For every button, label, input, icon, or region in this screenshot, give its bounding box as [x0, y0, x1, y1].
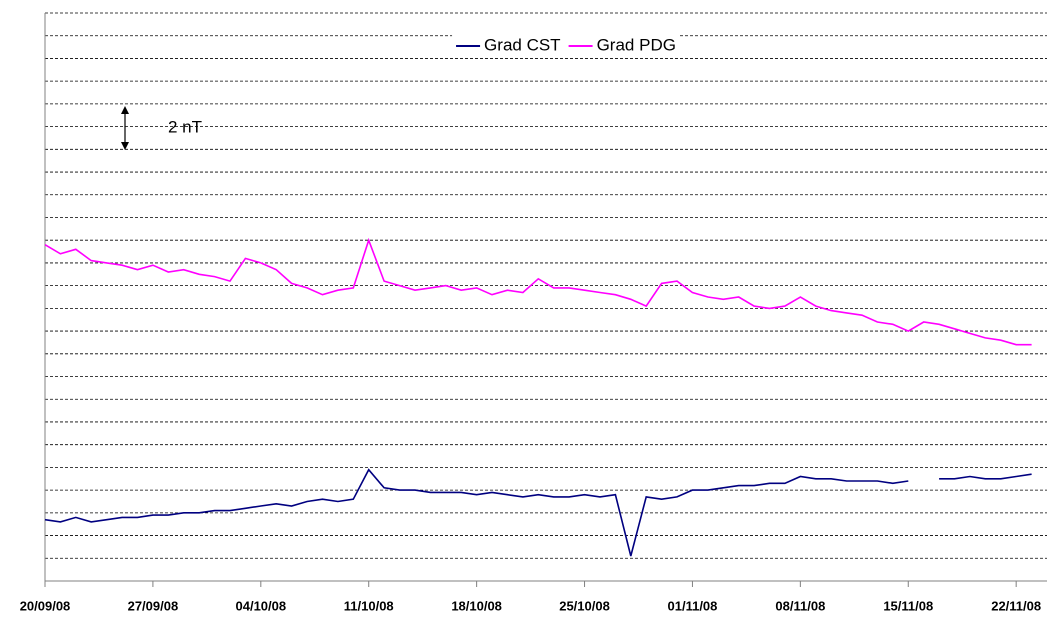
grid	[45, 12, 1047, 582]
legend: Grad CST Grad PDG	[452, 34, 680, 58]
x-tick-label: 22/11/08	[991, 598, 1041, 613]
x-tick-label: 27/09/08	[128, 598, 179, 613]
x-tick-label: 18/10/08	[451, 598, 502, 613]
legend-label: Grad PDG	[597, 35, 676, 54]
x-tick-label: 01/11/08	[668, 598, 718, 613]
x-tick-label: 20/09/08	[20, 598, 71, 613]
x-tick-label: 25/10/08	[559, 598, 610, 613]
legend-label: Grad CST	[484, 35, 561, 54]
x-tick-label: 15/11/08	[883, 598, 933, 613]
scale-annotation: 2 nT	[121, 106, 202, 150]
legend-box	[452, 34, 680, 58]
x-tick-label: 04/10/08	[236, 598, 287, 613]
series-line	[44, 237, 1032, 346]
x-tick-label: 11/10/08	[344, 598, 394, 613]
x-tick-label: 08/11/08	[775, 598, 825, 613]
series-line	[44, 468, 1032, 557]
